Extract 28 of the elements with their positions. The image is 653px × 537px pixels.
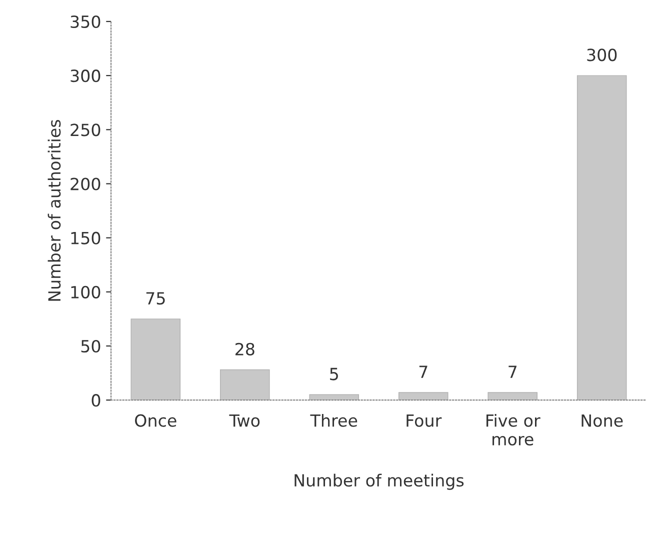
x-tick-label: Five or more [486, 414, 540, 446]
y-axis-title: Number of authorities [48, 120, 61, 301]
x-tick-label: Four [406, 414, 442, 427]
x-tick-label: Three [310, 414, 358, 427]
y-tick-label: 0 [92, 394, 100, 407]
data-label: 7 [508, 366, 516, 378]
y-tick-label: 50 [81, 340, 100, 353]
bar [398, 392, 448, 400]
y-tick-label: 200 [70, 178, 100, 190]
y-tick-label: 350 [70, 15, 100, 28]
data-label: 300 [587, 48, 617, 62]
bar [576, 75, 627, 400]
y-tick-label: 150 [71, 232, 100, 244]
y-tick-label: 100 [71, 286, 100, 298]
bar [309, 394, 360, 400]
bar [488, 392, 538, 400]
data-label: 28 [235, 342, 254, 356]
x-axis-title: Number of meetings [294, 474, 464, 490]
data-label: 5 [330, 368, 338, 380]
data-label: 75 [146, 292, 165, 305]
y-tick-label: 250 [70, 124, 100, 136]
bar [130, 318, 181, 400]
data-label: 7 [419, 366, 428, 378]
bar [220, 369, 270, 400]
x-tick-label: None [582, 414, 623, 427]
y-tick-label: 300 [70, 70, 100, 82]
x-tick-label: Two [229, 414, 260, 427]
x-tick-label: Once [135, 414, 176, 427]
